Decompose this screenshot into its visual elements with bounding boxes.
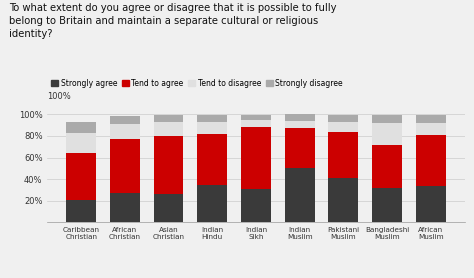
Bar [416,123,446,135]
Bar [285,114,315,121]
Bar [110,193,140,222]
Bar [197,115,227,122]
Bar [328,122,358,131]
Bar [241,127,271,189]
Bar [285,128,315,168]
Bar [197,122,227,134]
Bar [285,121,315,128]
Bar [372,145,402,188]
Bar [372,188,402,222]
Text: To what extent do you agree or disagree that it is possible to fully
belong to B: To what extent do you agree or disagree … [9,3,337,39]
Bar [154,136,183,194]
Bar [154,115,183,122]
Bar [197,134,227,185]
Bar [328,131,358,178]
Bar [328,115,358,122]
Bar [110,116,140,124]
Bar [154,122,183,136]
Bar [241,189,271,222]
Legend: Strongly agree, Tend to agree, Tend to disagree, Strongly disagree: Strongly agree, Tend to agree, Tend to d… [51,79,343,88]
Bar [372,115,402,123]
Bar [241,120,271,127]
Bar [372,123,402,145]
Bar [416,135,446,186]
Bar [66,133,96,153]
Bar [285,168,315,222]
Bar [197,185,227,222]
Bar [110,124,140,139]
Bar [416,115,446,123]
Bar [154,194,183,222]
Bar [416,186,446,222]
Bar [241,115,271,120]
Bar [328,178,358,222]
Bar [66,153,96,200]
Text: 100%: 100% [47,92,71,101]
Bar [110,139,140,193]
Bar [66,122,96,133]
Bar [66,200,96,222]
